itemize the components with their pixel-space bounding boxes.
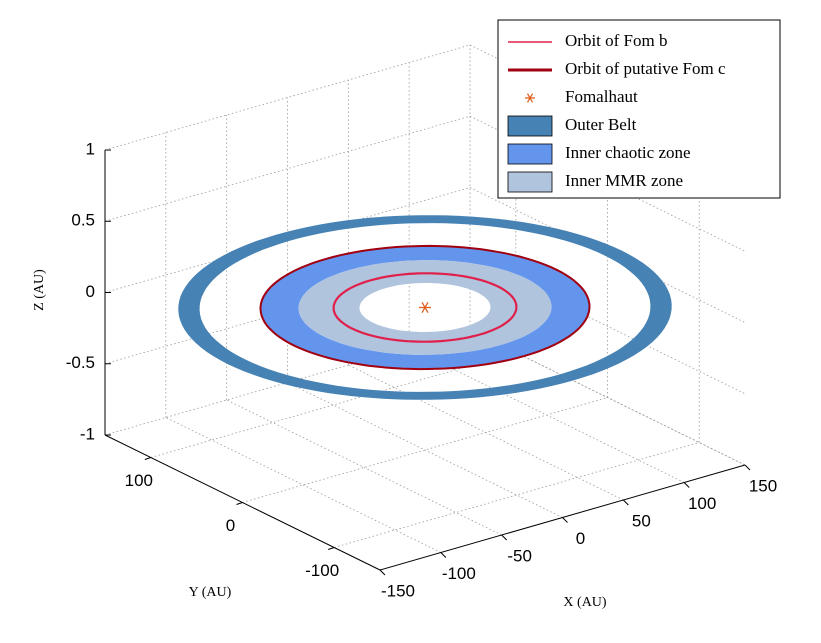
grid-line	[469, 258, 746, 395]
legend-swatch	[526, 93, 534, 103]
grid-line	[242, 397, 608, 503]
x-tick-label: -50	[507, 546, 532, 565]
axes: -150 -100 -50 0 50 100 150 -100 0 100 -1 -0.5 0 0.5 1	[66, 139, 777, 600]
grid-line	[226, 399, 502, 536]
legend-label: Inner MMR zone	[565, 171, 683, 190]
x-tick	[501, 534, 508, 541]
star	[419, 301, 431, 314]
grid-line	[334, 442, 700, 548]
grid-line	[104, 115, 471, 222]
y-tick	[144, 457, 151, 460]
legend-label: Inner chaotic zone	[565, 143, 691, 162]
x-tick	[622, 499, 629, 506]
x-tick	[562, 517, 568, 523]
x-tick	[744, 464, 751, 471]
x-tick-label: -100	[442, 564, 476, 583]
legend-label: Orbit of Fom b	[565, 31, 667, 50]
star-stroke	[421, 301, 429, 314]
y-tick-label: 100	[125, 471, 153, 490]
y-tick-label: 0	[226, 516, 235, 535]
legend-label: Fomalhaut	[565, 87, 638, 106]
x-tick	[379, 569, 386, 576]
grid-line	[165, 417, 442, 553]
x-tick-label: 0	[576, 529, 585, 548]
x-tick	[440, 552, 447, 558]
z-tick-label: 0	[86, 282, 95, 301]
z-tick-label: 1	[86, 139, 95, 158]
legend-swatch	[507, 115, 553, 137]
legend-label: Outer Belt	[565, 115, 637, 134]
grid-line	[287, 382, 563, 518]
y-tick	[328, 547, 335, 550]
x-axis-label: X (AU)	[563, 595, 606, 610]
grid-line	[104, 187, 471, 293]
legend-swatch	[507, 143, 553, 165]
orbit	[259, 244, 591, 371]
grid-line	[150, 352, 516, 458]
z-tick-label: -1	[80, 424, 95, 443]
marks	[178, 215, 672, 400]
legend-swatch	[507, 171, 553, 193]
legend-box	[497, 19, 781, 199]
x-tick-label: 100	[688, 494, 716, 513]
x-tick-label: 150	[749, 476, 777, 495]
y-tick	[236, 502, 243, 505]
x-tick-label: 50	[632, 511, 651, 530]
legend: Orbit of Fom b Orbit of putative Fom c Fom…	[497, 19, 781, 199]
grid-line	[469, 329, 746, 466]
x-tick-label: -150	[381, 581, 415, 600]
z-axis-label: Z (AU)	[32, 269, 47, 311]
y-tick-label: -100	[305, 561, 339, 580]
orbit	[332, 272, 518, 343]
legend-label: Orbit of putative Fom c	[565, 59, 726, 78]
x-tick	[683, 482, 690, 488]
grid-line	[104, 44, 471, 151]
z-tick-label: 0.5	[71, 211, 95, 230]
z-tick-label: -0.5	[66, 353, 95, 372]
y-axis-label: Y (AU)	[189, 585, 232, 600]
